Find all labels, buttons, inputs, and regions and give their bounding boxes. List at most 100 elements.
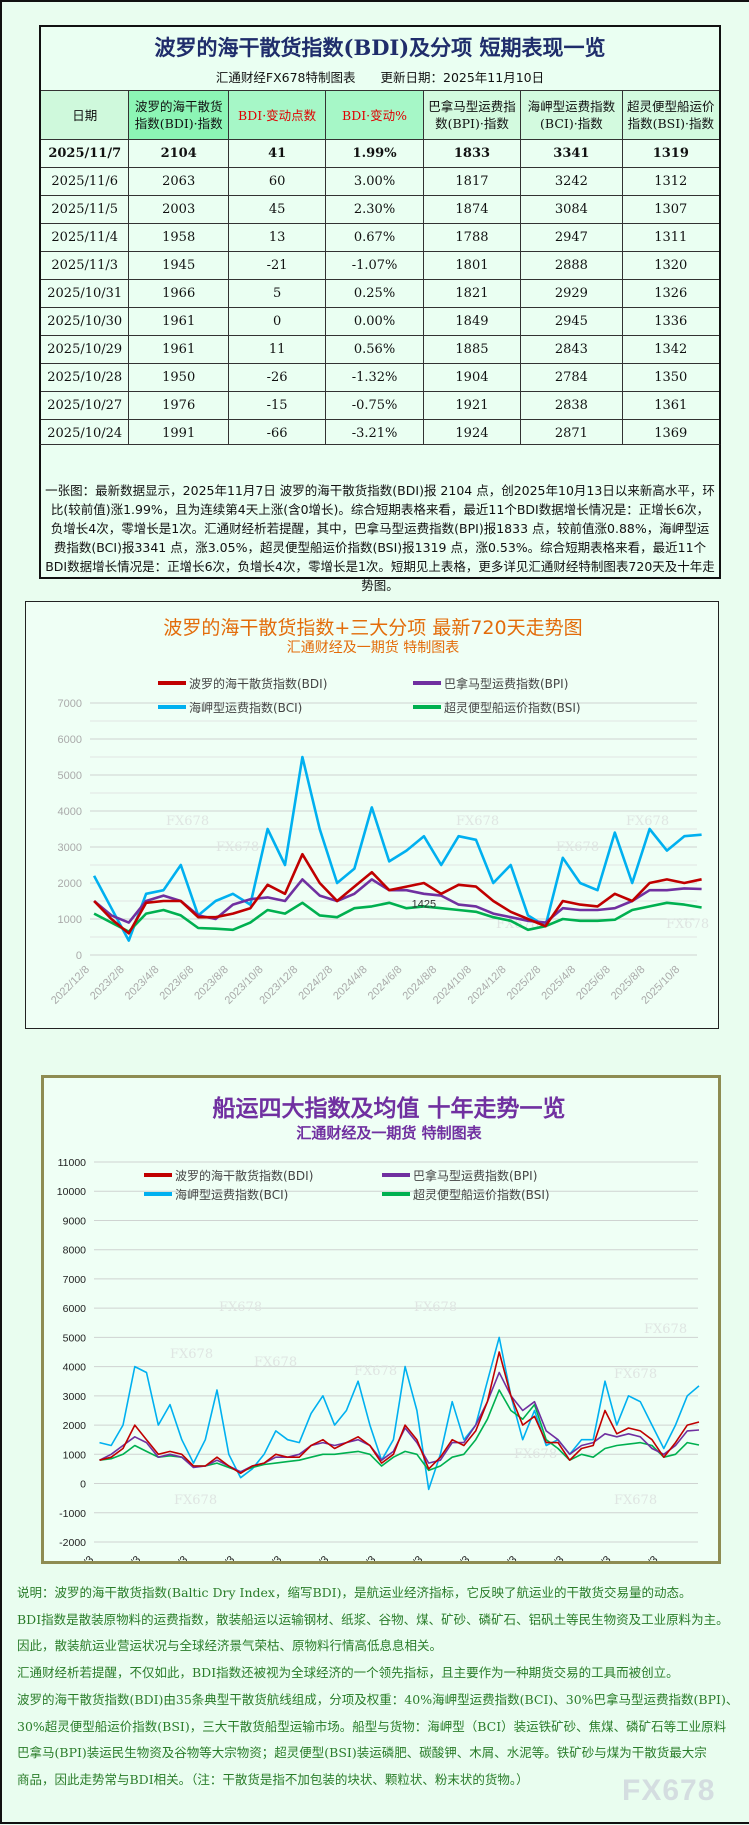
cell-bdi: 1961 — [128, 336, 227, 363]
y-tick-label: 0 — [76, 950, 82, 962]
cell-bsi: 1336 — [621, 308, 719, 335]
y-tick-label: 7000 — [63, 1274, 87, 1286]
header-bdi-change-points: BDI·变动点数 — [227, 91, 326, 139]
cell-bdi-change-pct: -1.32% — [325, 364, 422, 391]
x-tick-label: 2024/2/8 — [296, 964, 335, 1003]
cell-bpi: 1788 — [422, 224, 520, 251]
x-tick-label: 2015/1/3 — [153, 1554, 190, 1561]
cell-bpi: 1885 — [422, 336, 520, 363]
watermark: FX678 — [644, 1322, 687, 1337]
cell-bdi-change-pct: -3.21% — [325, 420, 422, 447]
cell-bdi-change-pct: 3.00% — [325, 168, 422, 195]
cell-bdi-change-points: -21 — [227, 252, 325, 279]
cell-bpi: 1817 — [422, 168, 520, 195]
watermark: FX678 — [174, 1493, 217, 1508]
cell-bci: 2838 — [520, 392, 621, 419]
watermark: FX678 — [614, 1367, 657, 1382]
cell-date: 2025/10/29 — [47, 342, 123, 357]
description-line: 汇通财经析若提醒，不仅如此，BDI指数还被视为全球经济的一个领先指标，且主要作为… — [17, 1665, 679, 1681]
cell-bdi-change-points: 5 — [227, 280, 325, 307]
cell-bpi: 1801 — [422, 252, 520, 279]
cell-bsi: 1369 — [621, 420, 719, 447]
series-line-bdi — [99, 1351, 700, 1475]
x-tick-label: 2013/1/3 — [59, 1554, 96, 1561]
legend-label-bsi: 超灵便型船运价指数(BSI) — [413, 1187, 550, 1202]
cell-bdi-change-points: 45 — [227, 196, 325, 223]
description-line: 30%超灵便型船运价指数(BSI)，三大干散货船型运输市场。船型与货物：海岬型（… — [17, 1718, 727, 1734]
cell-bdi-change-pct: 0.00% — [325, 308, 422, 335]
cell-bci: 3084 — [520, 196, 621, 223]
x-tick-label: 2025/4/8 — [539, 964, 578, 1003]
y-tick-label: 10000 — [57, 1186, 86, 1198]
table-row: 2025/11/7 2104 41 1.99% 1833 3341 1319 — [41, 139, 719, 167]
chart-720-day: 0 1000 2000 3000 4000 5000 6000 7000 2022/12/8 20… — [25, 601, 719, 1029]
cell-bci: 2945 — [520, 308, 621, 335]
cell-date: 2025/10/24 — [47, 426, 123, 441]
watermark: FX678 — [166, 814, 209, 829]
cell-bdi: 1976 — [128, 392, 227, 419]
table-row: 2025/11/5 2003 45 2.30% 1874 3084 1307 — [41, 195, 719, 223]
x-tick-label: 2024/6/8 — [366, 964, 405, 1003]
x-tick-label: 2014/1/3 — [106, 1554, 143, 1561]
y-tick-label: 7000 — [58, 698, 82, 710]
cell-bpi: 1924 — [422, 420, 520, 447]
cell-bci: 3341 — [520, 140, 621, 167]
y-tick-label: 11000 — [58, 1157, 87, 1169]
cell-bsi: 1311 — [621, 224, 719, 251]
cell-bdi-change-points: 0 — [227, 308, 325, 335]
x-tick-label: 2016/1/3 — [200, 1554, 237, 1561]
watermark: FX678 — [614, 1493, 657, 1508]
cell-bdi: 2104 — [128, 140, 227, 167]
y-tick-label: -1000 — [59, 1508, 86, 1520]
cell-bdi-change-points: 13 — [227, 224, 325, 251]
cell-bpi: 1904 — [422, 364, 520, 391]
cell-bdi: 2063 — [128, 168, 227, 195]
y-tick-label: 0 — [80, 1479, 86, 1491]
header-date: 日期 — [41, 91, 129, 139]
table-row: 2025/11/4 1958 13 0.67% 1788 2947 1311 — [41, 223, 719, 251]
cell-bdi-change-pct: -1.07% — [325, 252, 422, 279]
cell-date: 2025/10/28 — [47, 370, 123, 385]
legend-label-bci: 海岬型运费指数(BCI) — [175, 1187, 288, 1202]
x-tick-label: 2023/12/8 — [257, 964, 300, 1007]
cell-date: 2025/10/30 — [47, 314, 123, 329]
y-tick-label: 1000 — [58, 914, 82, 926]
chart-subtitle: 汇通财经及一期货 特制图表 — [296, 1124, 482, 1142]
cell-bdi-change-pct: 2.30% — [325, 196, 422, 223]
table-title: 波罗的海干散货指数(BDI)及分项 短期表现一览 — [154, 34, 606, 60]
cell-bsi: 1350 — [621, 364, 719, 391]
cell-bdi-change-pct: -0.75% — [325, 392, 422, 419]
table-row: 2025/11/6 2063 60 3.00% 1817 3242 1312 — [41, 167, 719, 195]
table-row: 2025/10/27 1976 -15 -0.75% 1921 2838 1361 — [41, 391, 719, 419]
bdi-summary-table: 波罗的海干散货指数(BDI)及分项 短期表现一览 汇通财经FX678特制图表 更… — [39, 25, 721, 449]
cell-bdi-change-points: 41 — [227, 140, 325, 167]
legend-label-bdi: 波罗的海干散货指数(BDI) — [189, 676, 327, 691]
cell-bdi-change-points: -66 — [227, 420, 325, 447]
x-tick-label: 2024/1/3 — [576, 1554, 613, 1561]
description-line: 因此，散装航运业营运状况与全球经济景气荣枯、原物料行情高低息息相关。 — [17, 1638, 443, 1654]
cell-bdi-change-pct: 1.99% — [325, 140, 422, 167]
cell-bci: 2871 — [520, 420, 621, 447]
legend-label-bsi: 超灵便型船运价指数(BSI) — [444, 700, 581, 715]
x-tick-label: 2021/1/3 — [435, 1554, 472, 1561]
header-bdi: 波罗的海干散货指数(BDI)·指数 — [128, 91, 228, 139]
series-line-bpi — [99, 1371, 700, 1473]
cell-bci: 2843 — [520, 336, 621, 363]
cell-bdi-change-points: 11 — [227, 336, 325, 363]
y-tick-label: 2000 — [63, 1420, 87, 1432]
legend-label-bdi: 波罗的海干散货指数(BDI) — [175, 1168, 313, 1183]
x-tick-label: 2017/1/3 — [247, 1554, 284, 1561]
cell-bdi-change-points: -26 — [227, 364, 325, 391]
watermark: FX678 — [456, 814, 499, 829]
cell-bci: 3242 — [520, 168, 621, 195]
cell-bci: 2947 — [520, 224, 621, 251]
cell-bsi: 1312 — [621, 168, 719, 195]
description-line: 商品，因此走势常与BDI相关。（注：干散货是指不加包装的块状、颗粒状、粉末状的货… — [17, 1771, 529, 1787]
watermark: FX678 — [514, 1447, 557, 1462]
table-row: 2025/10/29 1961 11 0.56% 1885 2843 1342 — [41, 335, 719, 363]
cell-date: 2025/11/3 — [51, 258, 119, 273]
y-tick-label: 4000 — [58, 806, 82, 818]
cell-bdi: 1966 — [128, 280, 227, 307]
